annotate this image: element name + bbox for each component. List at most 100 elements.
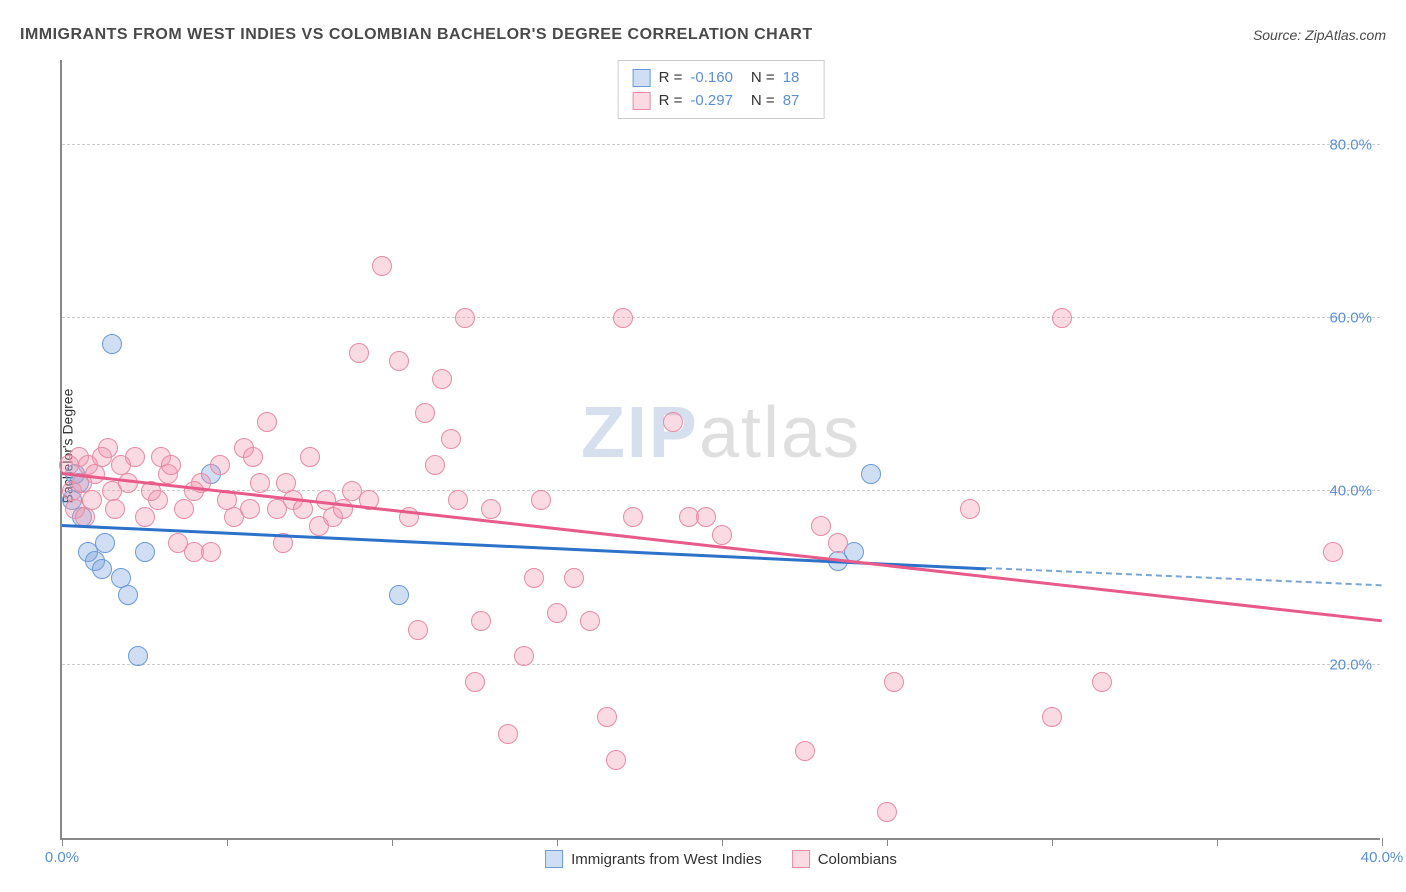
series-legend: Immigrants from West Indies Colombians xyxy=(545,850,897,868)
scatter-point xyxy=(408,620,428,640)
legend-label: Immigrants from West Indies xyxy=(571,851,762,868)
scatter-point xyxy=(300,447,320,467)
y-tick-label: 80.0% xyxy=(1329,136,1372,153)
scatter-point xyxy=(135,507,155,527)
scatter-point xyxy=(547,603,567,623)
n-value: 18 xyxy=(783,67,800,90)
scatter-point xyxy=(696,507,716,527)
x-tick xyxy=(392,838,393,846)
scatter-point xyxy=(250,473,270,493)
scatter-point xyxy=(524,568,544,588)
watermark: ZIPatlas xyxy=(581,392,861,474)
scatter-point xyxy=(135,542,155,562)
scatter-point xyxy=(623,507,643,527)
scatter-point xyxy=(240,499,260,519)
scatter-point xyxy=(98,438,118,458)
chart-title: IMMIGRANTS FROM WEST INDIES VS COLOMBIAN… xyxy=(20,26,813,44)
scatter-point xyxy=(389,351,409,371)
scatter-point xyxy=(448,490,468,510)
scatter-point xyxy=(471,611,491,631)
scatter-point xyxy=(481,499,501,519)
scatter-point xyxy=(1323,542,1343,562)
scatter-point xyxy=(82,490,102,510)
scatter-point xyxy=(613,308,633,328)
n-value: 87 xyxy=(783,90,800,113)
gridline xyxy=(62,317,1380,318)
legend-stat-row: R = -0.297 N = 87 xyxy=(633,90,810,113)
scatter-point xyxy=(960,499,980,519)
scatter-point xyxy=(1092,672,1112,692)
chart-header: IMMIGRANTS FROM WEST INDIES VS COLOMBIAN… xyxy=(20,20,1386,50)
legend-item: Immigrants from West Indies xyxy=(545,850,762,868)
legend-item: Colombians xyxy=(792,850,897,868)
scatter-point xyxy=(465,672,485,692)
scatter-point xyxy=(1042,707,1062,727)
scatter-point xyxy=(861,464,881,484)
n-label: N = xyxy=(751,67,775,90)
scatter-point xyxy=(455,308,475,328)
scatter-point xyxy=(174,499,194,519)
x-tick xyxy=(557,838,558,846)
scatter-point xyxy=(161,455,181,475)
scatter-point xyxy=(128,646,148,666)
scatter-point xyxy=(531,490,551,510)
trend-line xyxy=(62,472,1382,622)
scatter-point xyxy=(580,611,600,631)
r-value: -0.297 xyxy=(690,90,733,113)
scatter-point xyxy=(877,802,897,822)
y-tick-label: 60.0% xyxy=(1329,310,1372,327)
scatter-point xyxy=(125,447,145,467)
legend-swatch xyxy=(633,92,651,110)
x-tick-label: 0.0% xyxy=(45,849,79,866)
watermark-zip: ZIP xyxy=(581,393,699,473)
x-tick xyxy=(227,838,228,846)
r-label: R = xyxy=(659,67,683,90)
scatter-point xyxy=(828,533,848,553)
x-tick-label: 40.0% xyxy=(1361,849,1404,866)
source-attribution: Source: ZipAtlas.com xyxy=(1253,27,1386,43)
legend-swatch xyxy=(792,850,810,868)
scatter-point xyxy=(597,707,617,727)
scatter-point xyxy=(884,672,904,692)
scatter-point xyxy=(811,516,831,536)
scatter-point xyxy=(514,646,534,666)
gridline xyxy=(62,664,1380,665)
scatter-point xyxy=(309,516,329,536)
legend-stat-row: R = -0.160N = 18 xyxy=(633,67,810,90)
n-label: N = xyxy=(751,90,775,113)
scatter-point xyxy=(118,585,138,605)
legend-swatch xyxy=(545,850,563,868)
scatter-point xyxy=(276,473,296,493)
gridline xyxy=(62,144,1380,145)
legend-swatch xyxy=(633,69,651,87)
scatter-point xyxy=(342,481,362,501)
x-tick xyxy=(1217,838,1218,846)
scatter-point xyxy=(712,525,732,545)
scatter-point xyxy=(105,499,125,519)
y-tick-label: 20.0% xyxy=(1329,656,1372,673)
x-tick xyxy=(887,838,888,846)
scatter-point xyxy=(257,412,277,432)
scatter-point xyxy=(349,343,369,363)
scatter-point xyxy=(432,369,452,389)
scatter-point xyxy=(148,490,168,510)
correlation-legend: R = -0.160N = 18R = -0.297 N = 87 xyxy=(618,60,825,119)
scatter-point xyxy=(372,256,392,276)
source-prefix: Source: xyxy=(1253,27,1305,43)
scatter-point xyxy=(201,542,221,562)
legend-label: Colombians xyxy=(818,851,897,868)
watermark-atlas: atlas xyxy=(699,393,861,473)
scatter-point xyxy=(441,429,461,449)
scatter-point xyxy=(663,412,683,432)
x-tick xyxy=(1052,838,1053,846)
x-tick xyxy=(62,838,63,846)
r-label: R = xyxy=(659,90,683,113)
y-tick-label: 40.0% xyxy=(1329,483,1372,500)
scatter-plot-area: ZIPatlas R = -0.160N = 18R = -0.297 N = 8… xyxy=(60,60,1380,840)
scatter-point xyxy=(564,568,584,588)
scatter-point xyxy=(102,334,122,354)
x-tick xyxy=(722,838,723,846)
scatter-point xyxy=(795,741,815,761)
scatter-point xyxy=(498,724,518,744)
scatter-point xyxy=(184,481,204,501)
